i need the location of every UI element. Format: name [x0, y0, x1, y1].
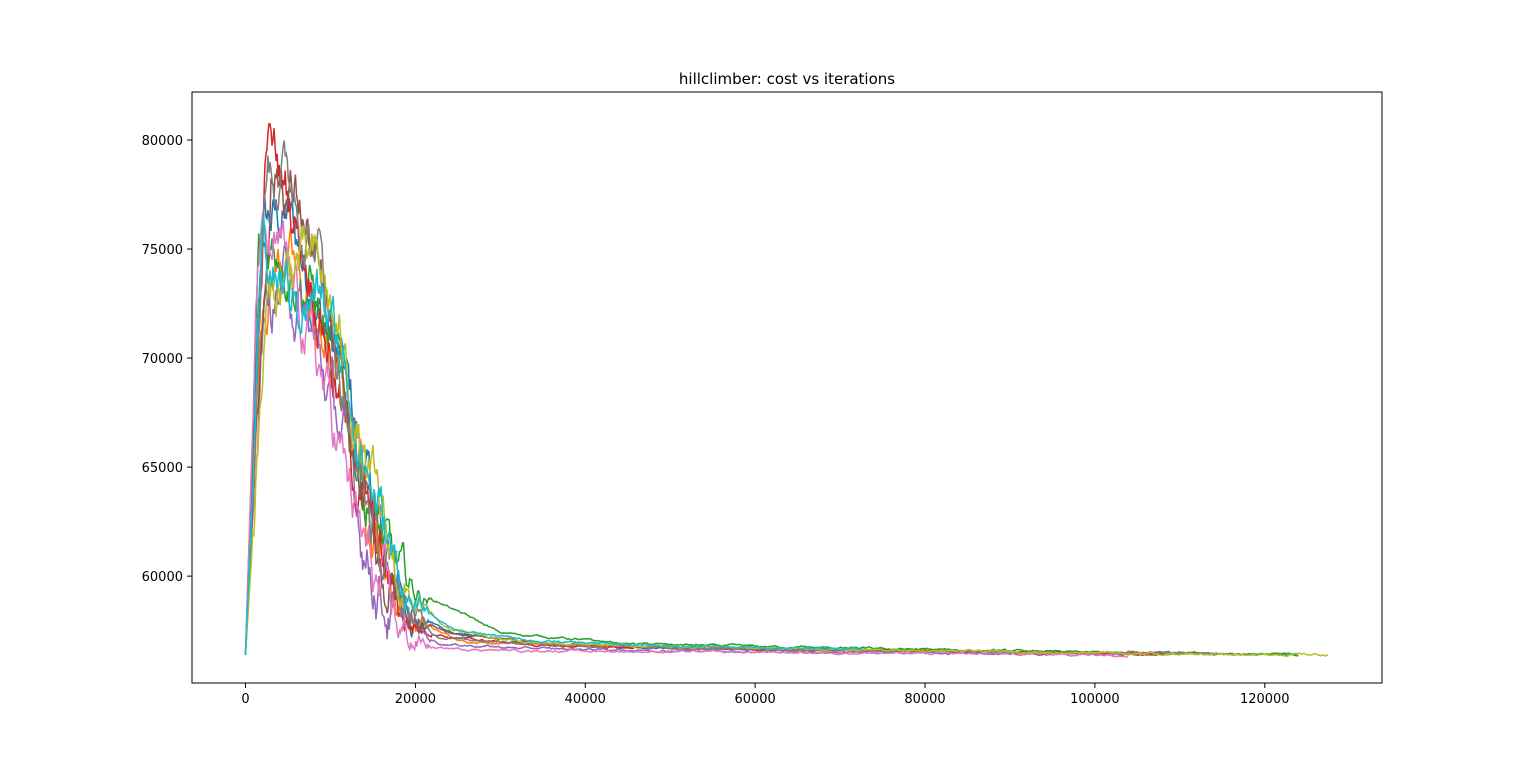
y-tick-label: 75000	[142, 243, 183, 258]
x-tick-label: 120000	[1240, 692, 1290, 707]
y-tick-label: 60000	[142, 570, 183, 585]
series-line-6	[244, 168, 1180, 657]
series-layer	[244, 122, 1329, 658]
x-tick-label: 20000	[395, 692, 436, 707]
series-line-1	[244, 193, 1299, 657]
series-line-10	[244, 216, 862, 655]
x-tick-label: 80000	[904, 692, 945, 707]
series-line-5	[244, 242, 1146, 657]
series-line-9	[244, 225, 1329, 658]
x-tick-label: 40000	[565, 692, 606, 707]
y-tick-label: 70000	[142, 352, 183, 367]
x-tick-label: 100000	[1070, 692, 1120, 707]
plot-frame	[191, 91, 1383, 684]
chart-title: hillclimber: cost vs iterations	[679, 70, 895, 88]
y-tick-label: 65000	[142, 461, 183, 476]
axes-layer: 0 20000 40000 60000 80000 100000 120000 60000 65…	[142, 134, 1290, 707]
y-tick-label: 80000	[142, 134, 183, 149]
x-tick-label: 0	[241, 692, 249, 707]
series-line-7	[244, 211, 1129, 658]
x-tick-label: 60000	[734, 692, 775, 707]
series-line-2	[244, 228, 1197, 656]
